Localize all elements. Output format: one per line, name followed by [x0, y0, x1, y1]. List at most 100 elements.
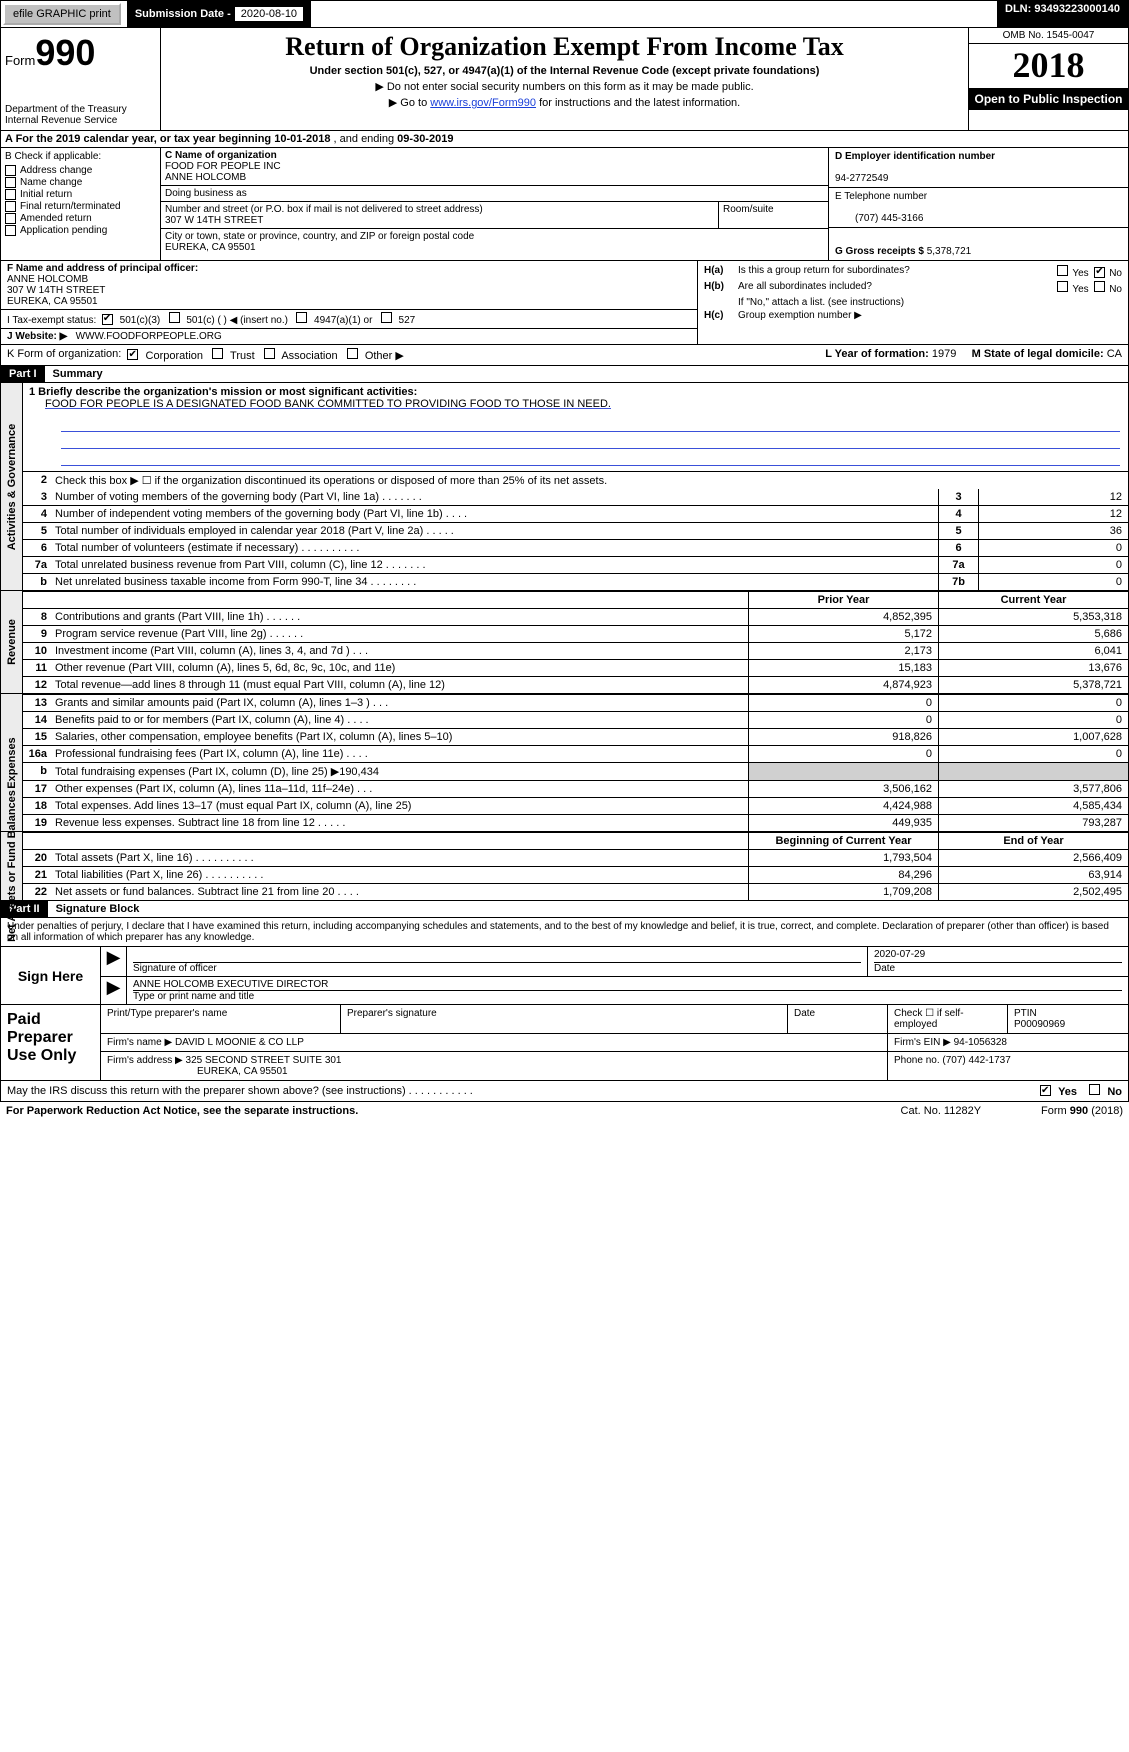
dba-cell: Doing business as: [161, 186, 828, 201]
netassets-block: Net Assets or Fund Balances Beginning of…: [0, 832, 1129, 901]
exp-tab-label: Expenses: [6, 737, 18, 788]
colb-label: Address change: [20, 165, 92, 176]
i-checkbox[interactable]: [102, 314, 113, 325]
i-checkbox[interactable]: [169, 312, 180, 323]
ln-text: Total number of individuals employed in …: [51, 523, 938, 539]
arrow-icon: ▶: [101, 947, 127, 976]
footer-right: Form 990 (2018): [1041, 1105, 1123, 1117]
current-val: 0: [938, 712, 1128, 728]
i-checkbox[interactable]: [381, 312, 392, 323]
firm-name-label: Firm's name ▶: [107, 1037, 172, 1048]
yes-label2: Yes: [1072, 284, 1088, 295]
prior-val: 1,793,504: [748, 850, 938, 866]
f-row: F Name and address of principal officer:…: [1, 261, 697, 310]
prior-val: 2,173: [748, 643, 938, 659]
prior-val: 0: [748, 712, 938, 728]
hb-yesno: Yes No: [1057, 281, 1122, 295]
hc-line: H(c) Group exemption number ▶: [704, 310, 1122, 321]
col-d: D Employer identification number 94-2772…: [828, 148, 1128, 260]
form-prefix: Form: [5, 53, 35, 68]
sig-date-cell: 2020-07-29 Date: [868, 947, 1128, 976]
hb-yes-checkbox[interactable]: [1057, 281, 1068, 292]
ln-text: Contributions and grants (Part VIII, lin…: [51, 609, 748, 625]
ln-num: 6: [23, 540, 51, 556]
k-checkbox[interactable]: [127, 349, 138, 360]
ln-num: 8: [23, 609, 51, 625]
irs-link[interactable]: www.irs.gov/Form990: [430, 97, 536, 109]
submission-value: 2020-08-10: [235, 7, 303, 21]
discuss-text: May the IRS discuss this return with the…: [7, 1085, 473, 1097]
current-val: 0: [938, 695, 1128, 711]
k-checkbox[interactable]: [264, 348, 275, 359]
firm-addr-label: Firm's address ▶: [107, 1055, 183, 1066]
na-body: Beginning of Current Year End of Year 20…: [23, 832, 1128, 900]
yes-label: Yes: [1072, 268, 1088, 279]
ha-no-checkbox[interactable]: [1094, 267, 1105, 278]
discuss-no-checkbox[interactable]: [1089, 1084, 1100, 1095]
fin-line: b Total fundraising expenses (Part IX, c…: [23, 762, 1128, 780]
sig-date-value: 2020-07-29: [874, 949, 1122, 963]
gov-body: 1 Briefly describe the organization's mi…: [23, 383, 1128, 590]
ln-text: Total number of volunteers (estimate if …: [51, 540, 938, 556]
no-label: No: [1109, 268, 1122, 279]
colb-checkbox[interactable]: [5, 201, 16, 212]
phone-row: E Telephone number (707) 445-3166: [829, 188, 1128, 228]
gov-line: b Net unrelated business taxable income …: [23, 573, 1128, 590]
i-checkbox[interactable]: [296, 312, 307, 323]
ha-text: Is this a group return for subordinates?: [738, 265, 1057, 276]
sign-block: Sign Here ▶ Signature of officer 2020-07…: [0, 947, 1129, 1005]
hb-line: H(b) Are all subordinates included? Yes …: [704, 281, 1122, 295]
fin-line: 12 Total revenue—add lines 8 through 11 …: [23, 676, 1128, 693]
bcd-block: B Check if applicable: Address changeNam…: [0, 148, 1129, 261]
gov-tab-label: Activities & Governance: [6, 423, 18, 550]
current-val: 5,353,318: [938, 609, 1128, 625]
form-number: Form990: [5, 32, 156, 74]
discuss-yes: Yes: [1058, 1086, 1077, 1098]
ln-text: Number of independent voting members of …: [51, 506, 938, 522]
colb-checkbox[interactable]: [5, 213, 16, 224]
ln-num: b: [23, 574, 51, 590]
colb-checkbox[interactable]: [5, 189, 16, 200]
col-c: C Name of organization FOOD FOR PEOPLE I…: [161, 148, 828, 260]
ln-num: 4: [23, 506, 51, 522]
preparer-block: Paid Preparer Use Only Print/Type prepar…: [0, 1005, 1129, 1081]
colb-checkbox[interactable]: [5, 165, 16, 176]
line2: 2 Check this box ▶ ☐ if the organization…: [23, 471, 1128, 489]
hb-no-checkbox[interactable]: [1094, 281, 1105, 292]
omb: OMB No. 1545-0047: [969, 28, 1128, 44]
gov-line: 3 Number of voting members of the govern…: [23, 489, 1128, 505]
current-val: 0: [938, 746, 1128, 762]
prior-val: 4,424,988: [748, 798, 938, 814]
colb-item: Final return/terminated: [5, 201, 156, 212]
ln-num: 10: [23, 643, 51, 659]
city-value: EUREKA, CA 95501: [165, 242, 256, 253]
ln-text: Total assets (Part X, line 16) . . . . .…: [51, 850, 748, 866]
current-val: 5,378,721: [938, 677, 1128, 693]
colb-checkbox[interactable]: [5, 225, 16, 236]
ha-yes-checkbox[interactable]: [1057, 265, 1068, 276]
ln-box: 4: [938, 506, 978, 522]
org-name2: ANNE HOLCOMB: [165, 172, 246, 183]
colb-label: Name change: [20, 177, 82, 188]
colb-label: Application pending: [20, 225, 107, 236]
fin-line: 18 Total expenses. Add lines 13–17 (must…: [23, 797, 1128, 814]
efile-button[interactable]: efile GRAPHIC print: [3, 3, 121, 25]
end-hdr: End of Year: [938, 833, 1128, 849]
firm-name-cell: Firm's name ▶ DAVID L MOONIE & CO LLP: [101, 1034, 888, 1051]
fin-line: 9 Program service revenue (Part VIII, li…: [23, 625, 1128, 642]
firm-addr1: 325 SECOND STREET SUITE 301: [186, 1055, 342, 1066]
k-checkbox[interactable]: [347, 348, 358, 359]
k-checkbox[interactable]: [212, 348, 223, 359]
governance-block: Activities & Governance 1 Briefly descri…: [0, 383, 1129, 591]
prior-val: 0: [748, 695, 938, 711]
discuss-yes-checkbox[interactable]: [1040, 1085, 1051, 1096]
title-main: Return of Organization Exempt From Incom…: [167, 32, 962, 62]
colb-checkbox[interactable]: [5, 177, 16, 188]
fin-line: 11 Other revenue (Part VIII, column (A),…: [23, 659, 1128, 676]
fin-line: 14 Benefits paid to or for members (Part…: [23, 711, 1128, 728]
ln-text: Net assets or fund balances. Subtract li…: [51, 884, 748, 900]
footer-mid: Cat. No. 11282Y: [901, 1105, 982, 1117]
form-box: Form990 Department of the Treasury Inter…: [1, 28, 161, 130]
firm-phone-value: (707) 442-1737: [942, 1055, 1010, 1066]
f-label: F Name and address of principal officer:: [7, 263, 198, 274]
